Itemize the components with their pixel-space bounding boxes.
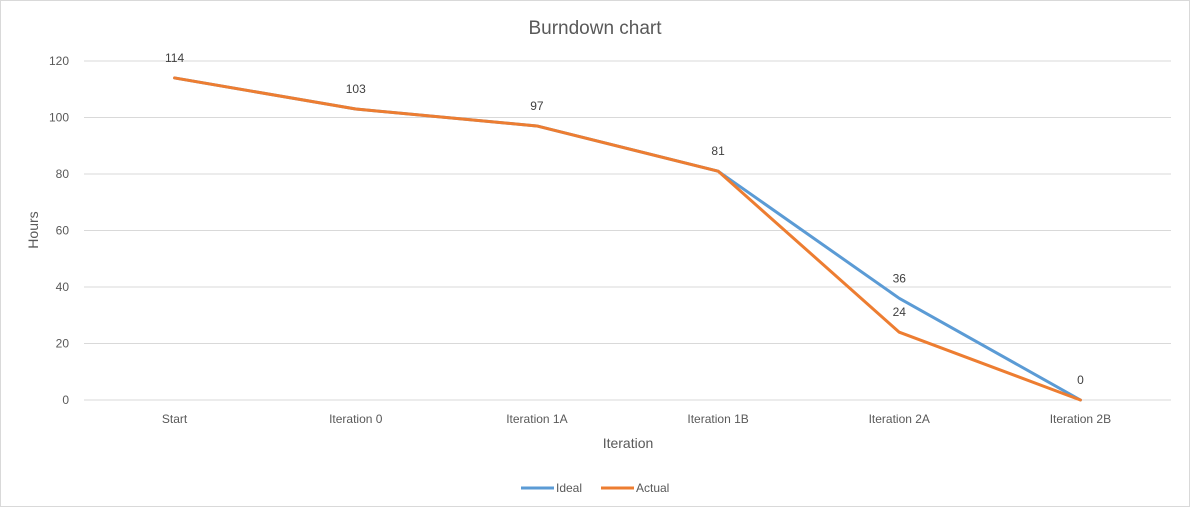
data-label: 24 bbox=[893, 305, 907, 319]
y-tick-label: 40 bbox=[56, 280, 70, 294]
gridlines bbox=[84, 60, 1171, 401]
data-label: 97 bbox=[530, 99, 544, 113]
y-axis-ticks: 0 20 40 60 80 100 120 bbox=[49, 54, 69, 407]
series-lines bbox=[173, 76, 1082, 402]
data-labels: 114 103 97 81 36 0 24 bbox=[165, 51, 1084, 387]
series-line-actual bbox=[173, 76, 1082, 402]
series-line-ideal bbox=[173, 76, 1082, 402]
data-label: 103 bbox=[346, 82, 366, 96]
x-tick-label: Iteration 2B bbox=[1050, 412, 1111, 426]
y-tick-label: 80 bbox=[56, 167, 70, 181]
y-axis-title: Hours bbox=[25, 211, 41, 248]
x-axis-title: Iteration bbox=[603, 435, 654, 451]
x-axis-ticks: Start Iteration 0 Iteration 1A Iteration 1B… bbox=[162, 412, 1111, 426]
legend-entry: Ideal bbox=[556, 481, 582, 495]
chart-title: Burndown chart bbox=[528, 18, 662, 39]
x-tick-label: Iteration 1A bbox=[506, 412, 567, 426]
x-tick-label: Iteration 1B bbox=[687, 412, 748, 426]
data-label: 114 bbox=[165, 51, 184, 65]
legend: Ideal Actual bbox=[521, 481, 669, 495]
data-label: 0 bbox=[1077, 373, 1084, 387]
x-tick-label: Iteration 2A bbox=[869, 412, 930, 426]
y-tick-label: 120 bbox=[49, 54, 69, 68]
y-tick-label: 60 bbox=[56, 224, 70, 238]
x-tick-label: Iteration 0 bbox=[329, 412, 383, 426]
y-tick-label: 0 bbox=[62, 393, 69, 407]
legend-entry: Actual bbox=[636, 481, 669, 495]
data-label: 81 bbox=[711, 144, 725, 158]
y-tick-label: 20 bbox=[56, 337, 70, 351]
y-tick-label: 100 bbox=[49, 111, 69, 125]
data-label: 36 bbox=[893, 271, 907, 285]
x-tick-label: Start bbox=[162, 412, 188, 426]
